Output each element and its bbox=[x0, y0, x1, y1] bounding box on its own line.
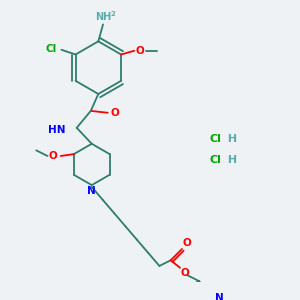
Text: HN: HN bbox=[48, 125, 65, 135]
Text: Cl: Cl bbox=[210, 134, 222, 144]
Text: O: O bbox=[111, 108, 120, 118]
Text: 2: 2 bbox=[111, 11, 116, 17]
Text: O: O bbox=[180, 268, 189, 278]
Text: O: O bbox=[136, 46, 144, 56]
Text: H: H bbox=[224, 155, 237, 165]
Text: NH: NH bbox=[95, 12, 111, 22]
Text: O: O bbox=[182, 238, 191, 248]
Text: H: H bbox=[224, 134, 237, 144]
Text: N: N bbox=[87, 186, 96, 196]
Text: N: N bbox=[215, 293, 224, 300]
Text: O: O bbox=[49, 151, 58, 161]
Text: Cl: Cl bbox=[46, 44, 57, 54]
Text: Cl: Cl bbox=[210, 155, 222, 165]
